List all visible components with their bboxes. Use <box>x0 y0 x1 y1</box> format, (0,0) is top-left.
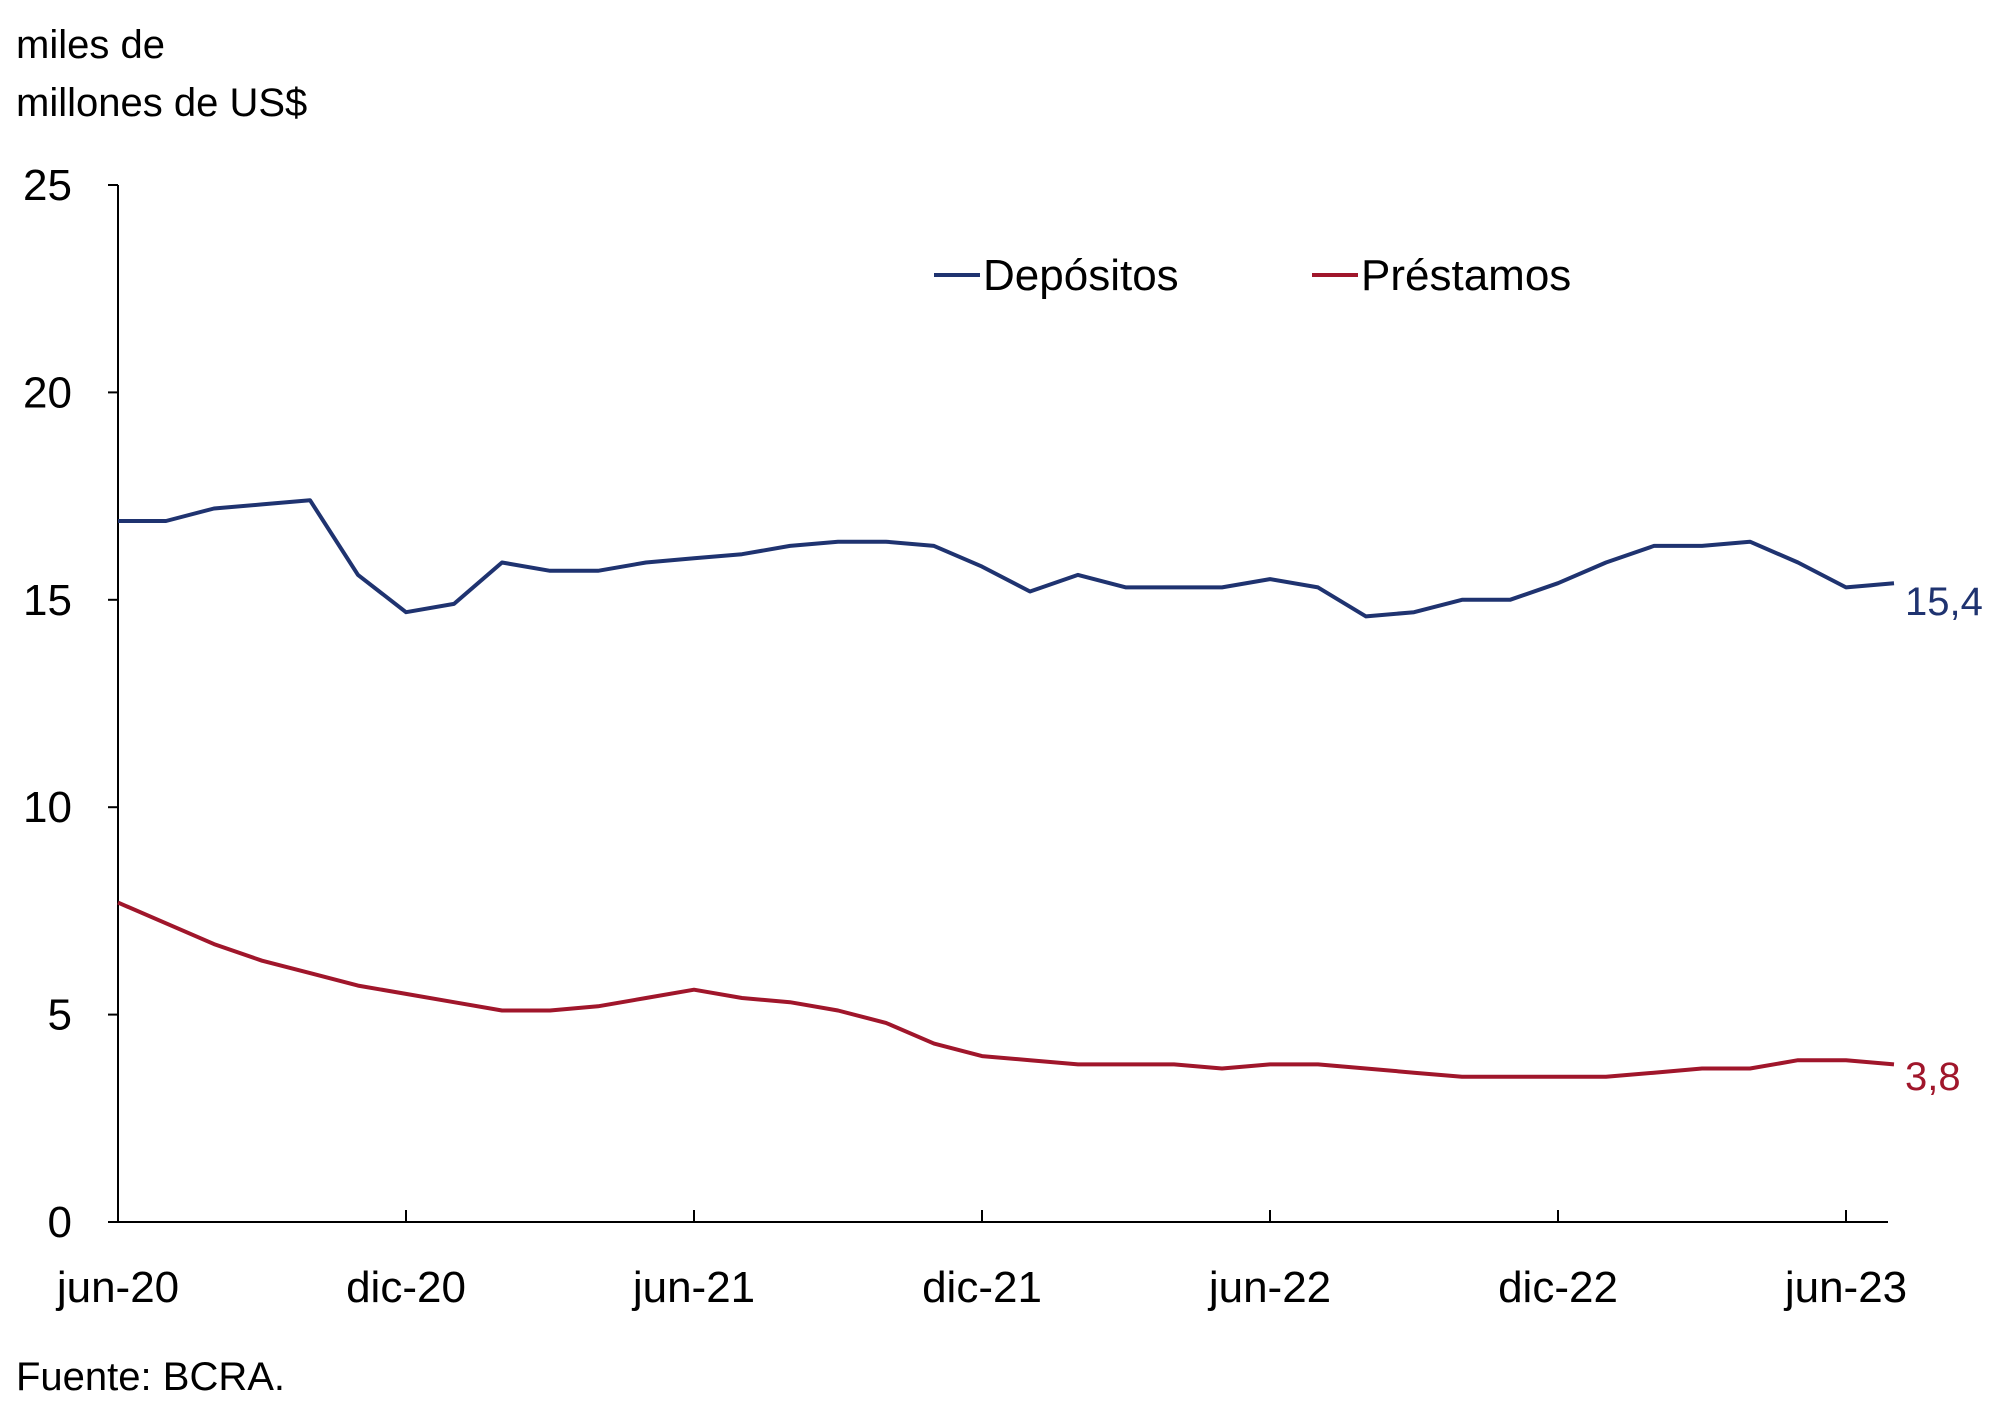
x-tick-label: dic-20 <box>346 1263 466 1312</box>
x-tick-label: jun-20 <box>55 1263 179 1312</box>
x-tick-label: jun-21 <box>631 1263 755 1312</box>
x-tick-label: dic-22 <box>1498 1263 1618 1312</box>
y-tick-label: 25 <box>23 161 72 210</box>
legend-label-prestamos: Préstamos <box>1361 251 1571 300</box>
y-tick-label: 5 <box>48 991 72 1040</box>
y-tick-label: 10 <box>23 783 72 832</box>
y-tick-label: 0 <box>48 1198 72 1247</box>
x-tick-label: dic-21 <box>922 1263 1042 1312</box>
y-tick-label: 20 <box>23 368 72 417</box>
series-line-depositos <box>118 498 1895 619</box>
legend-label-depositos: Depósitos <box>983 251 1179 300</box>
x-tick-label: jun-23 <box>1783 1263 1907 1312</box>
x-ticks: jun-20 dic-20 jun-21 dic-21 jun-22 dic-22 jun-… <box>55 1210 1907 1312</box>
series-line-prestamos <box>117 900 1895 1079</box>
end-label-depositos: 15,4 <box>1905 580 1983 624</box>
y-axis-label-line2: millones de US$ <box>16 81 307 125</box>
source-note: Fuente: BCRA. <box>16 1355 285 1399</box>
y-axis-label-line1: miles de <box>16 23 165 67</box>
y-ticks: 0 5 10 15 20 25 <box>23 161 118 1247</box>
legend: Depósitos Préstamos <box>934 251 1571 300</box>
end-label-prestamos: 3,8 <box>1905 1055 1961 1099</box>
series-lines <box>117 498 1895 1079</box>
y-tick-label: 15 <box>23 576 72 625</box>
x-tick-label: jun-22 <box>1207 1263 1331 1312</box>
